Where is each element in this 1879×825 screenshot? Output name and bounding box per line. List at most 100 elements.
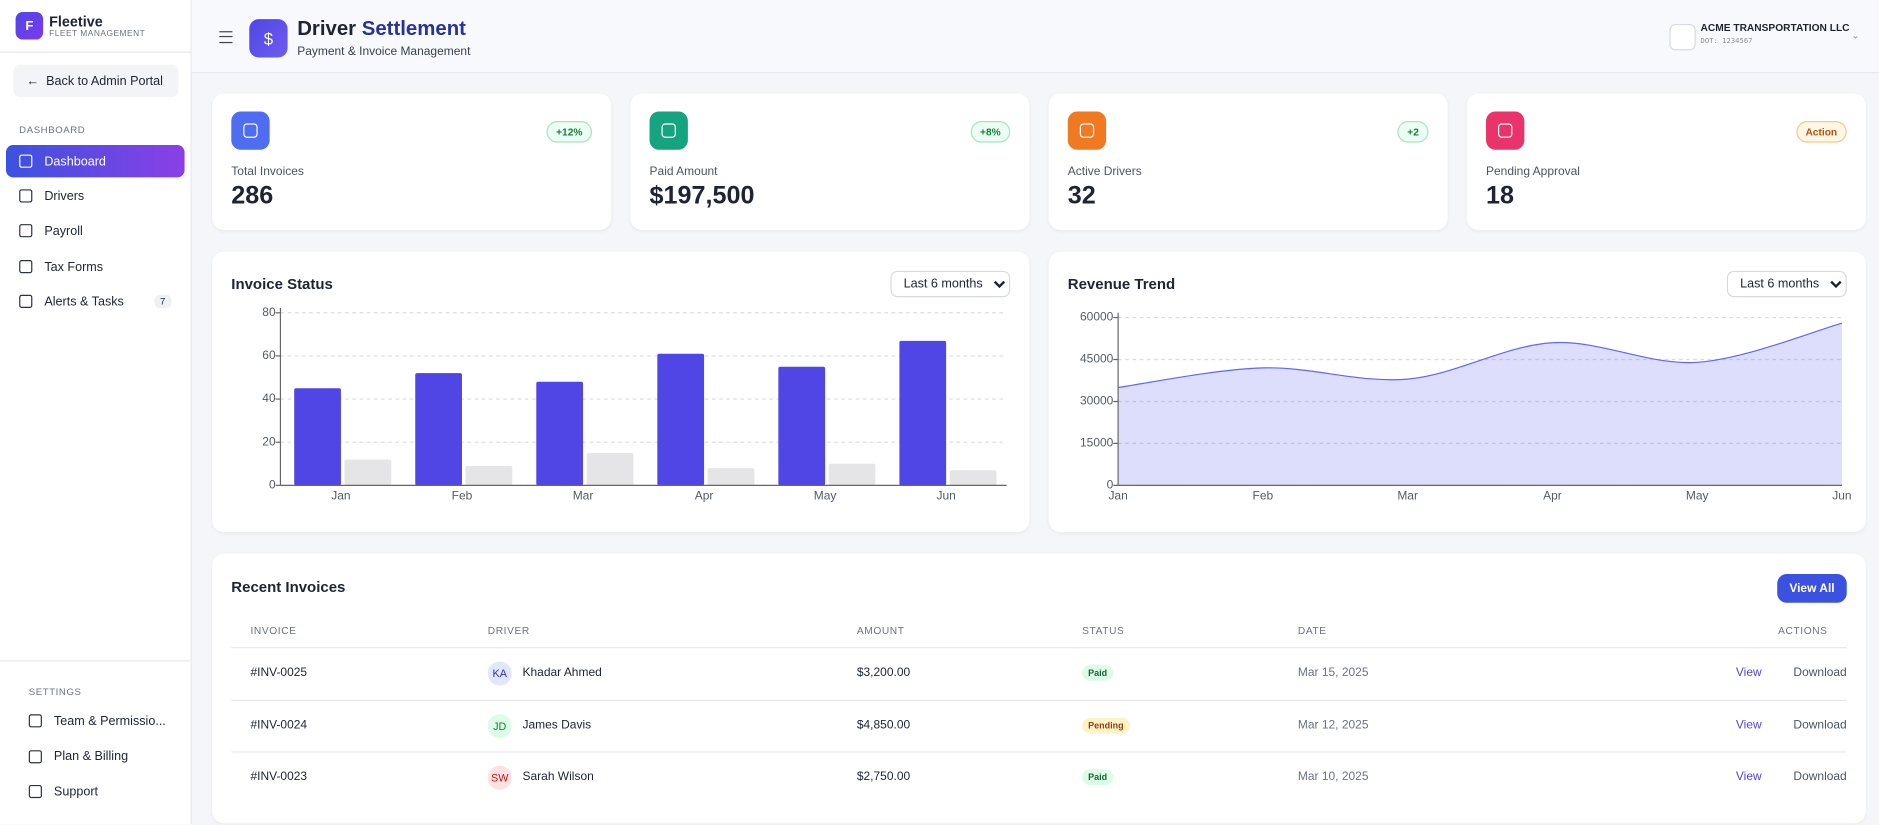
stat-badge: Action <box>1795 121 1847 143</box>
back-label: Back to Admin Portal <box>46 73 163 89</box>
view-link[interactable]: View <box>1735 770 1762 784</box>
nav-item[interactable]: Alerts & Tasks 7 <box>6 285 185 317</box>
download-link[interactable]: Download <box>1793 718 1847 732</box>
invoice-id: #INV-0025 <box>250 666 308 680</box>
nav-item[interactable]: Tax Forms <box>6 250 185 282</box>
settings-item[interactable]: Plan & Billing <box>16 740 195 772</box>
table-title: Recent Invoices <box>231 578 346 596</box>
company[interactable]: ACME TRANSPORTATION LLC <box>1700 21 1850 34</box>
chart: 0 15000 30000 45000 60000 Jan Feb Mar Apr May Jun <box>1080 310 1852 503</box>
x-tick-label: Mar <box>573 488 594 502</box>
view-all-button[interactable]: View All <box>1777 574 1847 603</box>
brand-sub: FLEET MANAGEMENT <box>49 29 146 39</box>
y-tick-label: 20 <box>262 434 276 448</box>
settings-label: Plan & Billing <box>53 749 129 764</box>
chart-title: Revenue Trend <box>1067 275 1176 293</box>
stat-card: +12% Total Invoices 286 <box>212 93 612 231</box>
nav-item[interactable]: Drivers <box>6 180 185 212</box>
settings-icon <box>28 749 42 763</box>
settings-title: SETTINGS <box>28 686 82 698</box>
nav-item[interactable]: Payroll <box>6 215 185 247</box>
y-tick-label: 45000 <box>1080 352 1114 366</box>
invoice-id: #INV-0023 <box>250 770 308 784</box>
amount: $4,850.00 <box>856 718 911 732</box>
avatar: JD <box>487 713 512 738</box>
date: Mar 12, 2025 <box>1297 718 1369 732</box>
nav-label: Dashboard <box>44 153 106 169</box>
x-tick-label: May <box>814 488 837 502</box>
stat-card: +8% Paid Amount $197,500 <box>630 93 1030 231</box>
header-icon: $ <box>249 19 288 58</box>
nav-label: Tax Forms <box>44 259 104 274</box>
stat-label: Total Invoices <box>231 165 304 179</box>
avatar: SW <box>487 765 512 790</box>
chart-filter[interactable]: Last 6 months <box>1726 270 1847 298</box>
nav-badge: 7 <box>154 294 172 308</box>
driver: Khadar Ahmed <box>522 666 602 680</box>
bar <box>657 353 705 486</box>
x-tick-label: Jun <box>936 488 955 502</box>
bar <box>899 340 947 486</box>
stat-badge: +12% <box>546 121 593 143</box>
x-tick-label: Apr <box>695 488 714 502</box>
y-tick-label: 0 <box>1107 478 1114 492</box>
stat-icon-glyph <box>1498 123 1513 138</box>
title-part: Driver <box>297 16 357 40</box>
settings-icon <box>28 784 42 799</box>
stat-value: 18 <box>1486 182 1515 210</box>
column-header: DRIVER <box>487 624 530 637</box>
amount: $2,750.00 <box>856 770 911 784</box>
status-badge: Paid <box>1082 665 1114 681</box>
stat-label: Paid Amount <box>649 165 718 179</box>
settings-item[interactable]: Team & Permissio... <box>16 705 195 737</box>
bar <box>344 459 392 486</box>
stat-icon <box>1486 111 1525 150</box>
nav-label: Payroll <box>44 223 83 238</box>
x-tick-label: Jun <box>1832 488 1851 502</box>
column-header: STATUS <box>1082 624 1125 637</box>
divider <box>0 51 191 53</box>
column-header: DATE <box>1297 624 1327 637</box>
stat-value: 286 <box>231 182 274 210</box>
back-button[interactable]: ← Back to Admin Portal <box>13 64 179 98</box>
avatar: KA <box>487 661 512 686</box>
download-link[interactable]: Download <box>1793 666 1847 680</box>
settings-label: Team & Permissio... <box>53 713 166 729</box>
bar <box>415 373 462 486</box>
row-divider <box>231 647 1847 649</box>
settings-icon <box>28 714 42 728</box>
y-tick-label: 60000 <box>1080 310 1114 324</box>
x-tick-label: Jan <box>331 488 350 502</box>
x-tick-label: May <box>1686 488 1709 502</box>
x-tick-label: Apr <box>1543 488 1562 502</box>
y-tick-label: 30000 <box>1080 394 1114 408</box>
bar <box>586 452 634 486</box>
row-divider <box>231 699 1847 701</box>
chart: 0 20 40 60 80 Jan Feb Mar Apr May Jun <box>262 305 1007 502</box>
line <box>1118 322 1843 389</box>
download-link[interactable]: Download <box>1793 770 1847 784</box>
chevron[interactable]: ⌄ <box>1851 29 1860 41</box>
nav-label: Drivers <box>44 188 85 204</box>
header: $ Driver Settlement Payment & Invoice Ma… <box>191 0 1879 74</box>
settings-item[interactable]: Support <box>16 775 195 807</box>
view-link[interactable]: View <box>1735 666 1762 680</box>
chart-panel: Invoice Status Last 6 months 0 20 40 60 80 Jan F… <box>212 251 1030 533</box>
amount: $3,200.00 <box>856 666 911 680</box>
nav-item[interactable]: Dashboard <box>5 145 185 178</box>
date: Mar 10, 2025 <box>1297 770 1369 784</box>
chart-filter[interactable]: Last 6 months <box>890 270 1011 298</box>
stat-card: +2 Active Drivers 32 <box>1048 93 1448 231</box>
status-badge: Paid <box>1082 769 1114 785</box>
y-tick-label: 15000 <box>1080 436 1114 450</box>
menu-button[interactable] <box>219 31 233 44</box>
y-tick-label: 60 <box>262 348 276 362</box>
view-link[interactable]: View <box>1735 718 1762 732</box>
company-dot: DOT: 1234567 <box>1700 37 1753 46</box>
nav-icon <box>19 260 33 274</box>
column-header: ACTIONS <box>1778 624 1828 637</box>
stat-icon <box>231 111 270 150</box>
stat-value: $197,500 <box>649 182 755 210</box>
